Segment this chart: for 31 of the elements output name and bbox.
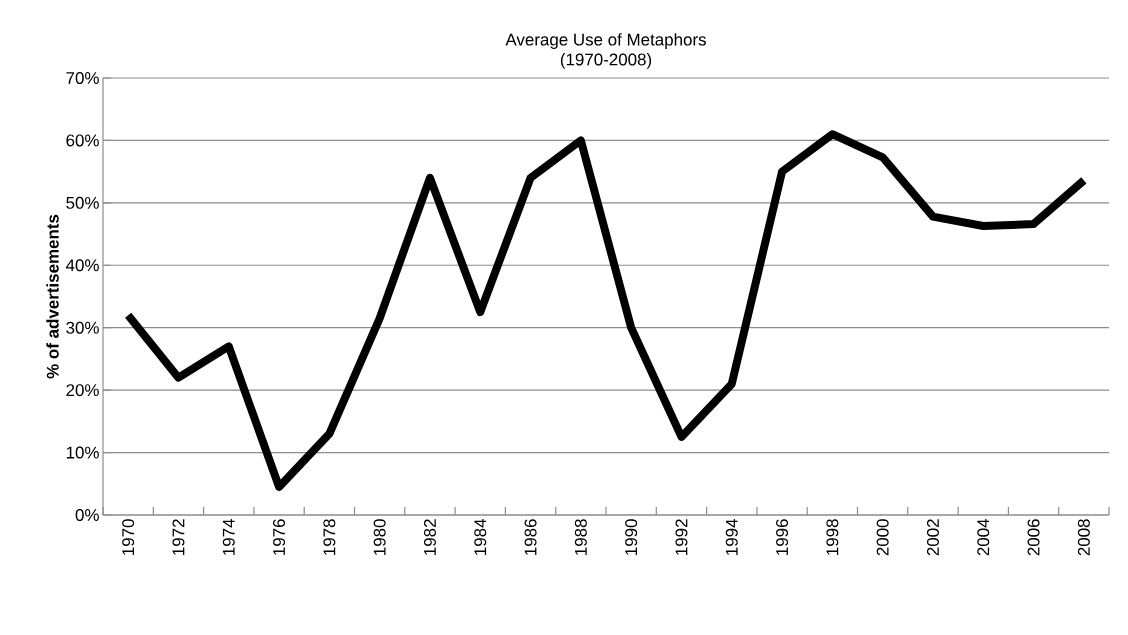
y-tick-label: 20% bbox=[66, 384, 99, 397]
chart-subtitle: (1970-2008) bbox=[560, 53, 652, 69]
x-tick-label: 1996 bbox=[776, 519, 789, 555]
y-tick-label: 60% bbox=[66, 134, 99, 147]
x-tick-label: 1990 bbox=[625, 519, 638, 555]
y-tick-label: 10% bbox=[66, 446, 99, 459]
x-tick-label: 1986 bbox=[524, 519, 537, 555]
x-tick-label: 2000 bbox=[876, 519, 889, 556]
y-tick-label: 0% bbox=[75, 508, 99, 521]
y-axis-title: % of advertisements bbox=[46, 214, 59, 379]
y-tick-label: 30% bbox=[66, 321, 99, 334]
x-tick-label: 1998 bbox=[826, 519, 839, 555]
x-tick-label: 1980 bbox=[373, 519, 386, 555]
x-tick-label: 1976 bbox=[273, 519, 286, 555]
x-tick-label: 1982 bbox=[423, 519, 436, 555]
x-tick-label: 1972 bbox=[172, 519, 185, 555]
x-tick-label: 1970 bbox=[122, 519, 135, 555]
x-tick-label: 2008 bbox=[1077, 519, 1090, 556]
x-tick-label: 2002 bbox=[926, 519, 939, 556]
x-tick-label: 1992 bbox=[675, 519, 688, 555]
y-tick-label: 70% bbox=[66, 71, 99, 84]
y-tick-label: 50% bbox=[66, 196, 99, 209]
x-tick-label: 1994 bbox=[725, 519, 738, 555]
chart-title: Average Use of Metaphors bbox=[505, 33, 706, 49]
x-tick-label: 1988 bbox=[574, 519, 587, 555]
x-tick-label: 1974 bbox=[222, 519, 235, 555]
x-tick-label: 2004 bbox=[977, 519, 990, 556]
x-tick-label: 2006 bbox=[1027, 519, 1040, 556]
x-tick-label: 1978 bbox=[323, 519, 336, 555]
y-tick-label: 40% bbox=[65, 259, 99, 272]
x-tick-label: 1984 bbox=[474, 519, 487, 555]
